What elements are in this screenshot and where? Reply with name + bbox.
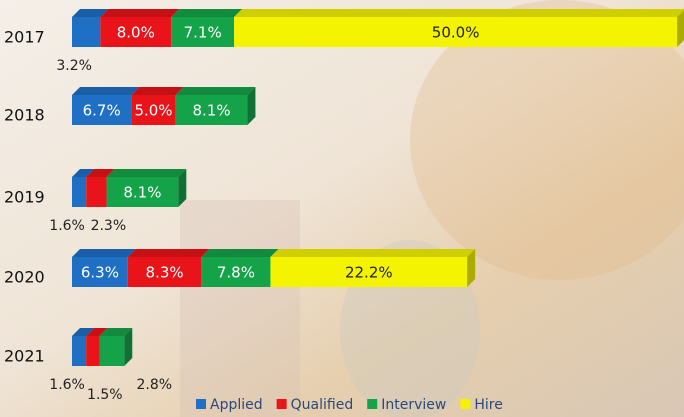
bar-top bbox=[99, 328, 133, 336]
bar-top bbox=[86, 328, 108, 336]
legend-swatch bbox=[367, 399, 378, 409]
bar-segment bbox=[100, 9, 180, 47]
bar-segment bbox=[72, 249, 136, 287]
bar-top bbox=[72, 9, 109, 17]
bar-front bbox=[99, 336, 125, 366]
legend-swatch bbox=[460, 399, 471, 409]
background-foliage bbox=[410, 0, 684, 280]
bar-segment bbox=[72, 87, 140, 125]
bar-top bbox=[86, 169, 115, 177]
bar-top bbox=[127, 249, 210, 257]
bar-front bbox=[86, 177, 107, 207]
y-tick-label: 2018 bbox=[4, 106, 45, 125]
bar-segment bbox=[171, 9, 243, 47]
data-label: 50.0% bbox=[432, 24, 480, 42]
bar-front bbox=[175, 95, 248, 125]
bar-top bbox=[175, 87, 256, 95]
bar-segment bbox=[131, 87, 184, 125]
bar-front bbox=[234, 17, 678, 47]
y-tick-label: 2019 bbox=[4, 188, 45, 207]
legend-label: Applied bbox=[210, 397, 263, 413]
bar-segment bbox=[270, 249, 476, 287]
bar-top bbox=[100, 9, 180, 17]
bar-front bbox=[171, 17, 235, 47]
bar-top bbox=[106, 169, 187, 177]
data-label: 3.2% bbox=[56, 58, 92, 74]
bar-top bbox=[171, 9, 243, 17]
bar-front bbox=[270, 257, 468, 287]
bar-end bbox=[178, 169, 187, 207]
bar-segment bbox=[234, 9, 684, 47]
data-label: 8.0% bbox=[117, 24, 155, 42]
bar-front bbox=[127, 257, 202, 287]
data-label: 8.3% bbox=[146, 264, 184, 282]
bar-front bbox=[201, 257, 271, 287]
data-label: 2.8% bbox=[136, 377, 172, 393]
bar-segment bbox=[99, 328, 133, 366]
legend-swatch bbox=[276, 399, 287, 409]
y-tick-label: 2020 bbox=[4, 268, 45, 287]
bar-segment bbox=[127, 249, 210, 287]
bar-front bbox=[72, 257, 128, 287]
bar-segment bbox=[72, 169, 95, 207]
bar-front bbox=[72, 95, 132, 125]
bar-segment bbox=[201, 249, 279, 287]
bar-segment bbox=[106, 169, 187, 207]
data-label: 8.1% bbox=[192, 102, 230, 120]
data-label: 22.2% bbox=[345, 264, 393, 282]
bar-segment bbox=[86, 169, 115, 207]
bar-front bbox=[106, 177, 179, 207]
y-tick-label: 2021 bbox=[4, 347, 45, 366]
bar-top bbox=[201, 249, 279, 257]
bar-top bbox=[72, 169, 95, 177]
bar-top bbox=[72, 328, 95, 336]
legend-label: Hire bbox=[474, 397, 502, 413]
data-label: 7.1% bbox=[184, 24, 222, 42]
bar-end bbox=[467, 249, 476, 287]
bar-top bbox=[131, 87, 184, 95]
background-building bbox=[180, 200, 300, 417]
data-label: 7.8% bbox=[217, 264, 255, 282]
bar-front bbox=[86, 336, 100, 366]
bar-front bbox=[131, 95, 176, 125]
legend-label: Interview bbox=[381, 397, 446, 413]
data-label: 1.5% bbox=[87, 387, 123, 403]
bar-top bbox=[234, 9, 684, 17]
bar-top bbox=[72, 249, 136, 257]
bar-front bbox=[72, 336, 87, 366]
bar-front bbox=[72, 177, 87, 207]
data-label: 5.0% bbox=[134, 102, 172, 120]
data-label: 1.6% bbox=[49, 377, 85, 393]
bar-front bbox=[72, 17, 101, 47]
legend-swatch bbox=[196, 399, 206, 409]
bar-segment bbox=[72, 9, 109, 47]
bar-end bbox=[247, 87, 256, 125]
bar-front bbox=[100, 17, 172, 47]
data-label: 6.7% bbox=[83, 102, 121, 120]
data-label: 8.1% bbox=[123, 184, 161, 202]
data-label: 1.6% bbox=[49, 218, 85, 234]
bar-segment bbox=[86, 328, 108, 366]
data-label: 6.3% bbox=[81, 264, 119, 282]
data-label: 2.3% bbox=[91, 218, 127, 234]
legend-label: Qualified bbox=[291, 397, 354, 413]
bar-end bbox=[124, 328, 133, 366]
bar-segment bbox=[175, 87, 256, 125]
bar-end bbox=[677, 10, 684, 47]
bar-segment bbox=[72, 328, 95, 366]
bar-top bbox=[270, 249, 476, 257]
y-tick-label: 2017 bbox=[4, 28, 45, 47]
bar-top bbox=[72, 87, 140, 95]
